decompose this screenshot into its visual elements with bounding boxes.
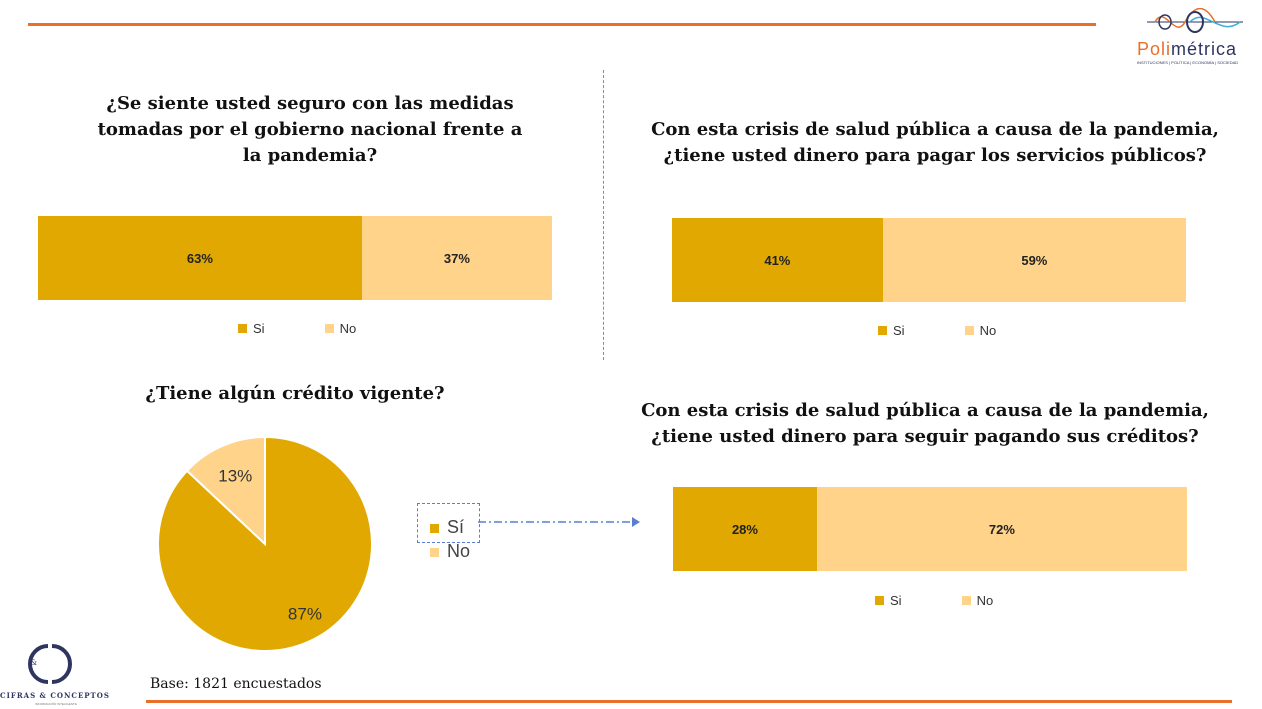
chart1-legend: Si No [238, 321, 356, 336]
chart2-title: Con esta crisis de salud pública a causa… [651, 119, 1219, 166]
chart3-pie: 13% 87% [157, 435, 373, 652]
legend-label: Si [253, 321, 265, 336]
legend-label: Si [893, 323, 905, 338]
pie-label-no: 13% [218, 466, 252, 485]
chart2-bar: 41% 59% [672, 218, 1186, 302]
pie-label-si: 87% [288, 605, 322, 624]
logo-name-part2: métrica [1171, 39, 1238, 59]
bar-segment-si: 63% [38, 216, 362, 300]
legend-swatch [878, 326, 887, 335]
logo-tagline: INSTITUCIONES | POLÍTICA | ECONOMÍA | SO… [1137, 60, 1239, 65]
legend-item: No [324, 321, 357, 336]
legend-label: No [339, 321, 357, 336]
logo-name: CIFRAS & CONCEPTOS [0, 691, 110, 700]
chart4-bar: 28% 72% [673, 487, 1187, 571]
divider [603, 70, 604, 360]
chart1-title: ¿Se siente usted seguro con las medidas … [97, 93, 523, 166]
legend-item: Si [238, 321, 265, 336]
legend-label: No [979, 323, 997, 338]
cc-monogram-icon [28, 644, 72, 684]
bar-segment-si: 41% [672, 218, 883, 302]
legend-swatch [324, 324, 334, 333]
wave-icon [1147, 8, 1243, 33]
logo-mark: & [30, 658, 38, 667]
logo-tagline: INFORMACIÓN INTELIGENTE [35, 702, 77, 706]
legend-swatch-no [430, 548, 439, 557]
chart4-legend: Si No [875, 593, 993, 608]
logo-name-part1: Poli [1137, 39, 1172, 59]
legend-swatch [875, 596, 884, 605]
arrow-connector [478, 517, 640, 527]
legend-label-si: Sí [447, 517, 465, 537]
bar-segment-no: 72% [816, 487, 1187, 571]
bar-segment-si: 28% [673, 487, 817, 571]
bottom-accent-line [146, 700, 1232, 703]
chart2-legend: Si No [878, 323, 996, 338]
legend-swatch [961, 596, 971, 605]
legend-label: No [976, 593, 994, 608]
bar-segment-no: 59% [882, 218, 1186, 302]
top-accent-line [28, 23, 1096, 26]
chart1-bar: 63% 37% [38, 216, 552, 300]
highlight-box [417, 503, 480, 543]
chart3-legend: Sí No [430, 510, 470, 568]
legend-item: No [961, 593, 994, 608]
chart3-title: ¿Tiene algún crédito vigente? [145, 383, 445, 404]
legend-swatch [238, 324, 247, 333]
legend-swatch [964, 326, 974, 335]
legend-label-no: No [447, 541, 471, 561]
legend-item: No [964, 323, 997, 338]
base-note: Base: 1821 encuestados [150, 676, 322, 692]
bar-segment-no: 37% [361, 216, 552, 300]
legend-swatch-si [430, 524, 439, 533]
legend-item: Si [878, 323, 905, 338]
pie-slice-no [185, 435, 266, 547]
legend-label: Si [890, 593, 902, 608]
legend-item: Si [875, 593, 902, 608]
chart4-title: Con esta crisis de salud pública a causa… [641, 400, 1209, 447]
